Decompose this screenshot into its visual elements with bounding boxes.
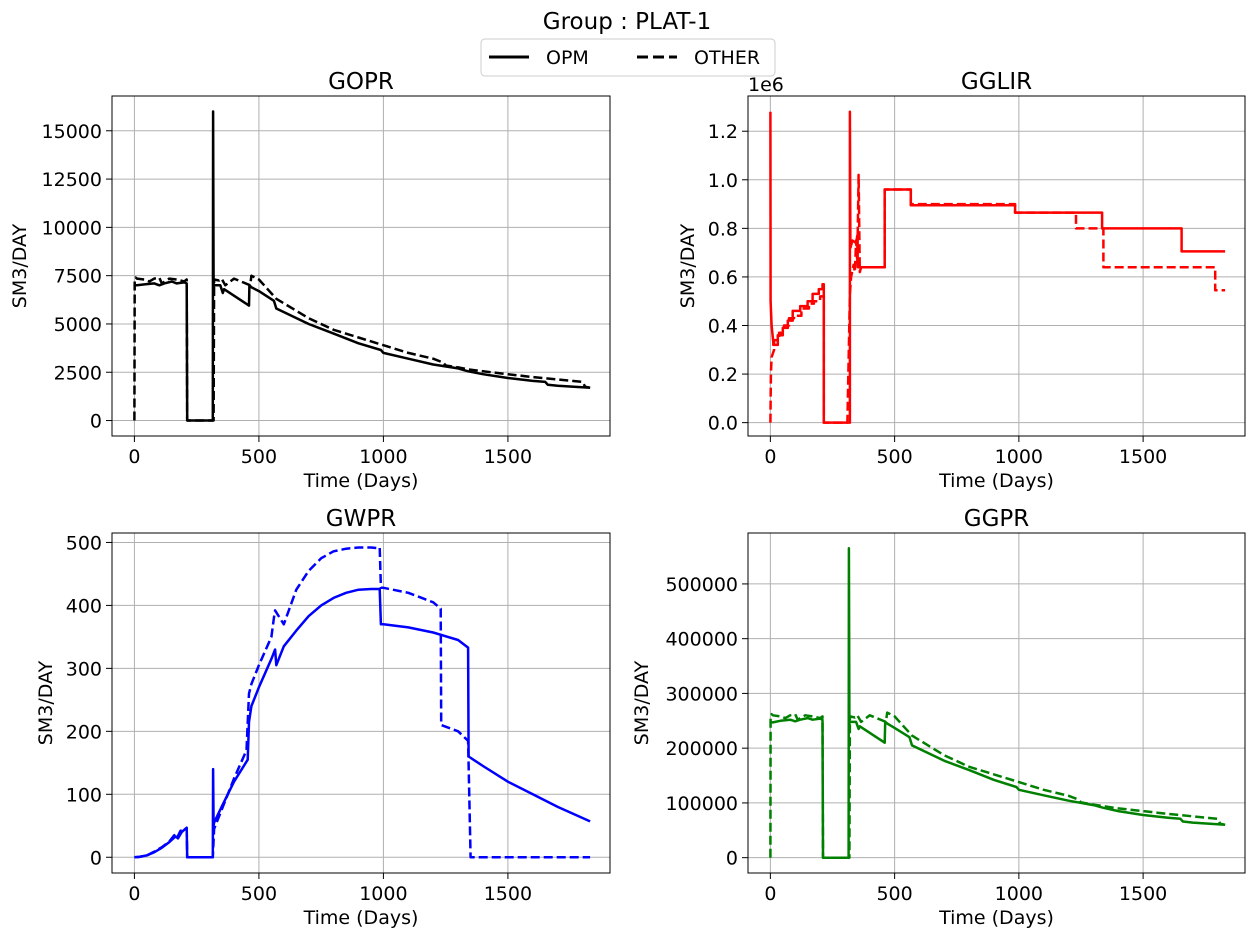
gopr-y-tick-label: 12500 — [42, 169, 102, 191]
legend-other-label: OTHER — [694, 47, 760, 69]
ggpr-y-tick-label: 400000 — [665, 629, 738, 651]
gglir-y-tick-label: 1.0 — [708, 170, 738, 192]
gopr-x-tick-label: 500 — [241, 446, 277, 468]
gopr-y-axis-label: SM3/DAY — [9, 223, 31, 308]
gopr-x-tick-label: 0 — [128, 446, 140, 468]
ggpr-y-tick-label: 0 — [726, 848, 738, 870]
gopr-series-other-line — [133, 274, 591, 422]
gwpr-title: GWPR — [326, 506, 396, 532]
ggpr-y-tick-label: 300000 — [665, 683, 738, 705]
gglir-series-other-line — [769, 173, 1226, 424]
gopr-series-opm-line — [133, 110, 591, 422]
gglir-x-tick-label: 0 — [764, 446, 776, 468]
gopr-y-tick-label: 10000 — [42, 217, 102, 239]
gglir-y-axis-label: SM3/DAY — [677, 223, 699, 308]
gopr-y-tick-label: 7500 — [54, 266, 102, 288]
gglir-y-tick-label: 0.2 — [708, 364, 738, 386]
gwpr-series-other-line — [134, 546, 591, 859]
gwpr-x-tick-label: 1000 — [359, 883, 407, 905]
panel-gglir: 0 500 1000 1500 0.0 0.2 0.4 0.6 0.8 1.0 1.2 1e6 GGLI… — [677, 69, 1246, 492]
ggpr-title: GGPR — [964, 506, 1030, 532]
gglir-offset-text: 1e6 — [748, 74, 784, 96]
gglir-x-tick-label: 1000 — [995, 446, 1043, 468]
ggpr-x-tick-label: 500 — [876, 883, 912, 905]
panel-gopr: 0 500 1000 15000250050007500100001250015000… — [9, 69, 611, 492]
gwpr-x-tick-label: 1500 — [484, 883, 532, 905]
ggpr-y-tick-label: 500000 — [665, 574, 738, 596]
ggpr-y-tick-label: 100000 — [665, 793, 738, 815]
gglir-y-tick-label: 0.8 — [708, 218, 738, 240]
gopr-y-tick-label: 15000 — [42, 121, 102, 143]
gwpr-y-tick-label: 200 — [66, 721, 102, 743]
gwpr-y-tick-label: 0 — [90, 847, 102, 869]
legend: OPM OTHER — [480, 38, 776, 77]
gwpr-y-tick-label: 100 — [66, 784, 102, 806]
ggpr-series-other-line — [769, 711, 1226, 859]
gopr-y-tick-label: 0 — [90, 411, 102, 433]
legend-frame — [480, 38, 776, 77]
gglir-x-axis-label: Time (Days) — [938, 470, 1054, 492]
ggpr-x-tick-label: 1000 — [995, 883, 1043, 905]
gwpr-x-axis-label: Time (Days) — [303, 907, 419, 929]
ggpr-x-axis-label: Time (Days) — [938, 907, 1054, 929]
gglir-y-tick-label: 0.0 — [708, 413, 738, 435]
gwpr-y-tick-label: 400 — [66, 595, 102, 617]
legend-opm-label: OPM — [546, 47, 589, 69]
ggpr-x-tick-label: 0 — [764, 883, 776, 905]
panel-gwpr: 0 500 1000 1500 0 100 200 300 400 500 GWPR Time (Da… — [35, 506, 611, 929]
gglir-y-tick-label: 1.2 — [708, 121, 738, 143]
gglir-x-tick-label: 500 — [876, 446, 912, 468]
gopr-y-tick-label: 5000 — [54, 314, 102, 336]
gglir-x-tick-label: 1500 — [1119, 446, 1167, 468]
ggpr-x-tick-label: 1500 — [1119, 883, 1167, 905]
gglir-axes-frame — [747, 95, 1246, 437]
figure-title: Group : PLAT-1 — [543, 9, 711, 35]
gopr-axes-frame — [111, 95, 611, 437]
gopr-x-tick-label: 1500 — [484, 446, 532, 468]
gopr-x-axis-label: Time (Days) — [303, 470, 419, 492]
gopr-x-tick-label: 1000 — [359, 446, 407, 468]
gglir-title: GGLIR — [961, 69, 1032, 95]
panel-ggpr: 0 500 1000 1500 0 100000 200000 300000 400000 500… — [631, 506, 1246, 929]
gwpr-x-tick-label: 500 — [241, 883, 277, 905]
gwpr-y-tick-label: 300 — [66, 658, 102, 680]
ggpr-y-axis-label: SM3/DAY — [631, 660, 653, 745]
gwpr-axes-frame — [111, 532, 611, 874]
gwpr-y-tick-label: 500 — [66, 532, 102, 554]
ggpr-y-tick-label: 200000 — [665, 738, 738, 760]
ggpr-series-opm-line — [769, 547, 1226, 859]
gglir-y-tick-label: 0.6 — [708, 267, 738, 289]
gopr-title: GOPR — [328, 69, 394, 95]
gwpr-x-tick-label: 0 — [128, 883, 140, 905]
gglir-y-tick-label: 0.4 — [708, 316, 738, 338]
gwpr-series-opm-line — [134, 587, 591, 859]
gwpr-y-axis-label: SM3/DAY — [35, 660, 57, 745]
ggpr-axes-frame — [747, 532, 1246, 874]
gopr-y-tick-label: 2500 — [54, 362, 102, 384]
